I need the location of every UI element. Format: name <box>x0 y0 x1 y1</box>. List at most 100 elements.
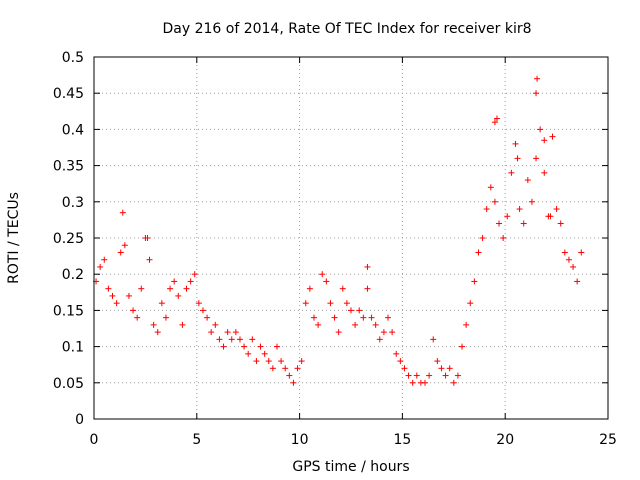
data-point <box>376 336 383 343</box>
data-point <box>167 285 174 292</box>
data-point <box>528 198 535 205</box>
data-point <box>524 177 531 184</box>
data-point <box>265 358 272 365</box>
data-point <box>356 307 363 314</box>
data-point <box>183 285 190 292</box>
y-axis-label: ROTI / TECUs <box>6 192 22 284</box>
chart-title: Day 216 of 2014, Rate Of TEC Index for r… <box>162 21 531 37</box>
data-point <box>138 285 145 292</box>
data-point <box>438 365 445 372</box>
data-point <box>541 137 548 144</box>
y-tick-label: 0.05 <box>53 376 84 392</box>
data-point <box>463 321 470 328</box>
data-point <box>105 285 112 292</box>
data-point <box>533 155 540 162</box>
y-tick-label: 0.5 <box>62 50 84 66</box>
data-point <box>504 213 511 220</box>
data-point <box>549 133 556 140</box>
data-point <box>487 184 494 191</box>
data-point <box>315 321 322 328</box>
data-point <box>508 169 515 176</box>
data-point <box>310 314 317 321</box>
data-point <box>426 372 433 379</box>
data-point <box>204 314 211 321</box>
y-tick-label: 0.1 <box>62 340 84 356</box>
data-point <box>125 292 132 299</box>
y-tick-label: 0.35 <box>53 159 84 175</box>
data-point <box>245 350 252 357</box>
x-axis-label: GPS time / hours <box>292 459 409 475</box>
data-point <box>302 300 309 307</box>
data-point <box>364 285 371 292</box>
data-point <box>442 372 449 379</box>
data-point <box>500 235 507 241</box>
data-point <box>578 249 585 256</box>
data-point <box>241 343 248 350</box>
data-point <box>385 314 392 321</box>
data-point <box>352 321 359 328</box>
data-point <box>119 209 126 216</box>
data-point <box>323 278 330 285</box>
data-point <box>253 358 260 365</box>
data-point <box>491 198 498 205</box>
data-point <box>224 329 231 336</box>
data-point <box>286 372 293 379</box>
data-point <box>282 365 289 372</box>
data-point <box>467 300 474 307</box>
data-point <box>179 321 186 328</box>
data-point <box>364 263 371 270</box>
data-point <box>512 140 519 147</box>
data-point <box>121 242 128 249</box>
data-point <box>547 213 554 220</box>
data-point <box>269 365 276 372</box>
data-point <box>109 292 116 299</box>
data-point <box>97 263 104 270</box>
data-point <box>557 220 564 227</box>
data-point <box>430 336 437 343</box>
data-point <box>479 235 486 241</box>
y-tick-label: 0.4 <box>62 122 84 138</box>
data-point <box>319 271 326 278</box>
data-point <box>150 321 157 328</box>
data-point <box>144 235 151 241</box>
x-tick-label: 25 <box>599 432 617 448</box>
data-point <box>405 372 412 379</box>
data-point <box>393 350 400 357</box>
data-point <box>232 329 239 336</box>
data-point <box>348 307 354 314</box>
x-tick-label: 0 <box>90 432 99 448</box>
data-point <box>220 343 227 350</box>
data-point <box>273 343 280 350</box>
data-point <box>195 300 202 307</box>
data-point <box>335 329 342 336</box>
y-tick-label: 0.2 <box>62 267 84 283</box>
y-axis-ticks: 0 0.05 0.1 0.15 0.2 0.25 0.3 0.35 0.4 0.45 0.5 <box>53 50 608 428</box>
data-point <box>339 285 346 292</box>
data-point <box>471 278 478 285</box>
data-point <box>257 343 264 350</box>
data-point <box>175 292 182 299</box>
x-tick-label: 15 <box>393 432 411 448</box>
data-point <box>306 285 313 292</box>
data-point <box>171 278 178 285</box>
data-point <box>450 379 457 386</box>
data-point <box>565 256 572 263</box>
data-point <box>199 307 206 314</box>
data-point <box>541 169 548 176</box>
data-points <box>93 75 585 386</box>
data-point <box>212 321 219 328</box>
data-point <box>343 300 350 307</box>
data-point <box>516 206 523 213</box>
data-point <box>331 314 338 321</box>
data-point <box>574 278 581 285</box>
data-point <box>191 271 198 278</box>
data-point <box>446 365 453 372</box>
data-point <box>368 314 375 321</box>
data-point <box>553 206 560 213</box>
grid-lines <box>94 57 608 419</box>
data-point <box>360 314 367 321</box>
data-point <box>533 90 540 97</box>
x-tick-label: 20 <box>496 432 514 448</box>
data-point <box>537 126 544 133</box>
